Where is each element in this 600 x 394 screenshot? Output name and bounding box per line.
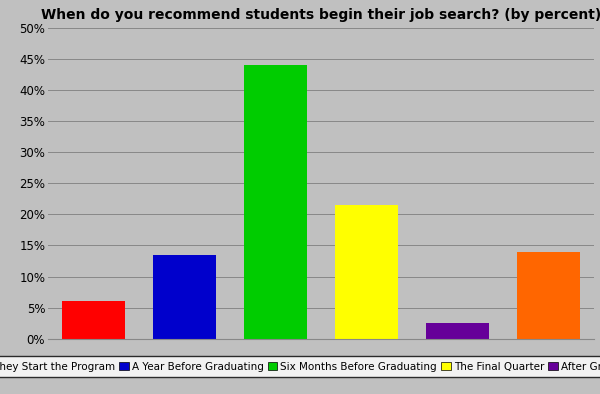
Bar — [244, 65, 307, 339]
Bar — [152, 255, 217, 339]
Bar — [425, 323, 490, 339]
Bar — [62, 301, 125, 339]
Title: When do you recommend students begin their job search? (by percent): When do you recommend students begin the… — [41, 8, 600, 22]
Bar — [335, 205, 398, 339]
Legend: When They Start the Program, A Year Before Graduating, Six Months Before Graduat: When They Start the Program, A Year Befo… — [0, 357, 600, 377]
Bar — [517, 252, 580, 339]
